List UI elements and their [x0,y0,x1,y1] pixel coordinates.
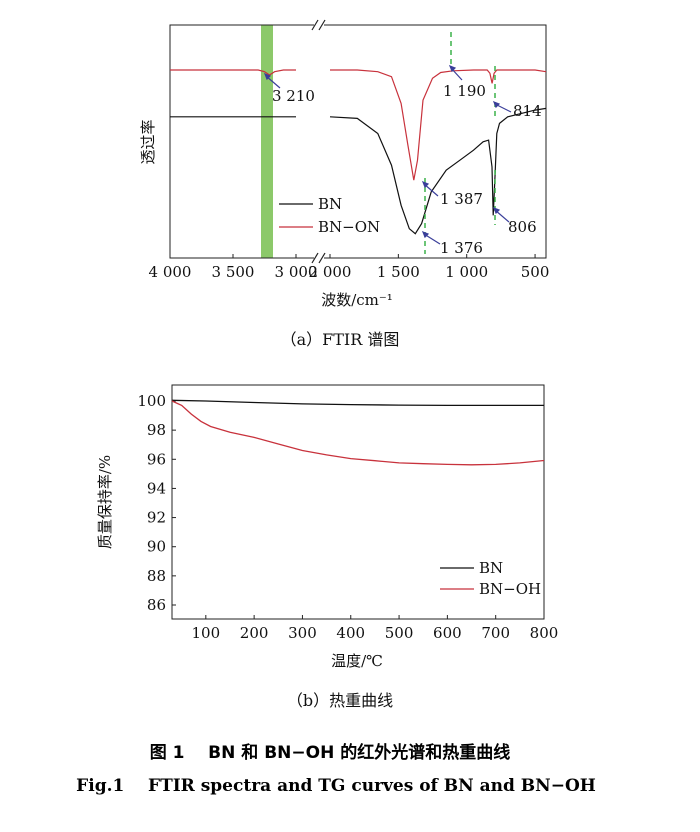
tg-y-tick-label: 90 [147,538,166,556]
tg-x-tick-label: 700 [481,624,510,642]
tg-legend: BN BN−OH [440,559,541,598]
ftir-axis-break-top [311,19,326,31]
tg-x-tick-label: 500 [385,624,414,642]
annotation-3210: 3 210 [272,87,315,105]
ftir-x-tick-label: 3 500 [212,263,255,281]
ftir-x-tick-label: 4 000 [149,263,192,281]
ftir-subtitle: （a）FTIR 谱图 [281,330,400,349]
annotation-1387: 1 387 [440,190,483,208]
tg-x-tick-label: 100 [191,624,220,642]
tg-x-tick-label: 800 [530,624,559,642]
ftir-peak-markers [424,32,496,254]
tg-series-line-bnoh [171,400,545,466]
annotation-806: 806 [508,218,537,236]
ftir-annotation-labels: 3 210 1 190 814 1 387 1 376 806 [272,82,542,257]
ftir-legend: BN BN−ON [279,195,380,236]
tg-series-group [171,399,545,466]
tg-y-tick-label: 86 [147,596,166,614]
ftir-x-tick-label: 2 000 [309,263,352,281]
ftir-highlight-band [261,25,273,258]
ftir-x-tick-label: 3 000 [275,263,318,281]
tg-y-tick-label: 92 [147,509,166,527]
tg-chart: 100 200 300 400 500 600 700 800 86 88 90 92 94 96 98 10… [96,384,558,710]
tg-series-line-bn [171,399,544,407]
ftir-x-tick-label: 1 500 [377,263,420,281]
figure-caption-cn: 图 1 BN 和 BN−OH 的红外光谱和热重曲线 [150,742,510,763]
tg-y-tick-label: 88 [147,567,166,585]
tg-x-tick-label: 400 [336,624,365,642]
legend-bn-label-tg: BN [479,559,503,577]
tg-x-tick-label: 600 [433,624,462,642]
tg-subtitle: （b）热重曲线 [287,691,393,710]
tg-ticks: 100 200 300 400 500 600 700 800 86 88 90 92 94 96 98 10… [137,392,558,642]
tg-y-tick-label: 100 [137,392,166,410]
ftir-x-tick-label: 500 [521,263,550,281]
tg-x-tick-label: 300 [288,624,317,642]
ftir-series-line-bnon [330,69,547,181]
ftir-axis-break-bottom [311,252,326,264]
figure-caption-en: Fig.1 FTIR spectra and TG curves of BN a… [76,776,596,796]
legend-bn-label: BN [318,195,342,213]
ftir-plot-frame [169,24,547,259]
ftir-series-group [170,69,547,235]
tg-plot-frame [171,384,545,620]
legend-bnon-label: BN−ON [318,218,380,236]
tg-y-tick-label: 94 [147,479,166,497]
ftir-x-axis-title: 波数/cm⁻¹ [321,291,393,309]
annotation-1376: 1 376 [440,239,483,257]
tg-x-axis-title: 温度/℃ [331,652,383,670]
ftir-series-line-bnon [170,69,296,76]
annotation-814: 814 [513,102,542,120]
tg-y-tick-label: 96 [147,450,166,468]
tg-y-tick-label: 98 [147,421,166,439]
ftir-annotation-arrows [263,64,512,245]
ftir-y-axis-title: 透过率 [139,119,157,164]
tg-x-tick-label: 200 [240,624,269,642]
tg-y-axis-title: 质量保持率/% [96,455,114,549]
legend-bnoh-label: BN−OH [479,580,541,598]
annotation-1190: 1 190 [443,82,486,100]
ftir-series-line-bn [329,107,547,235]
ftir-x-tick-label: 1 000 [445,263,488,281]
